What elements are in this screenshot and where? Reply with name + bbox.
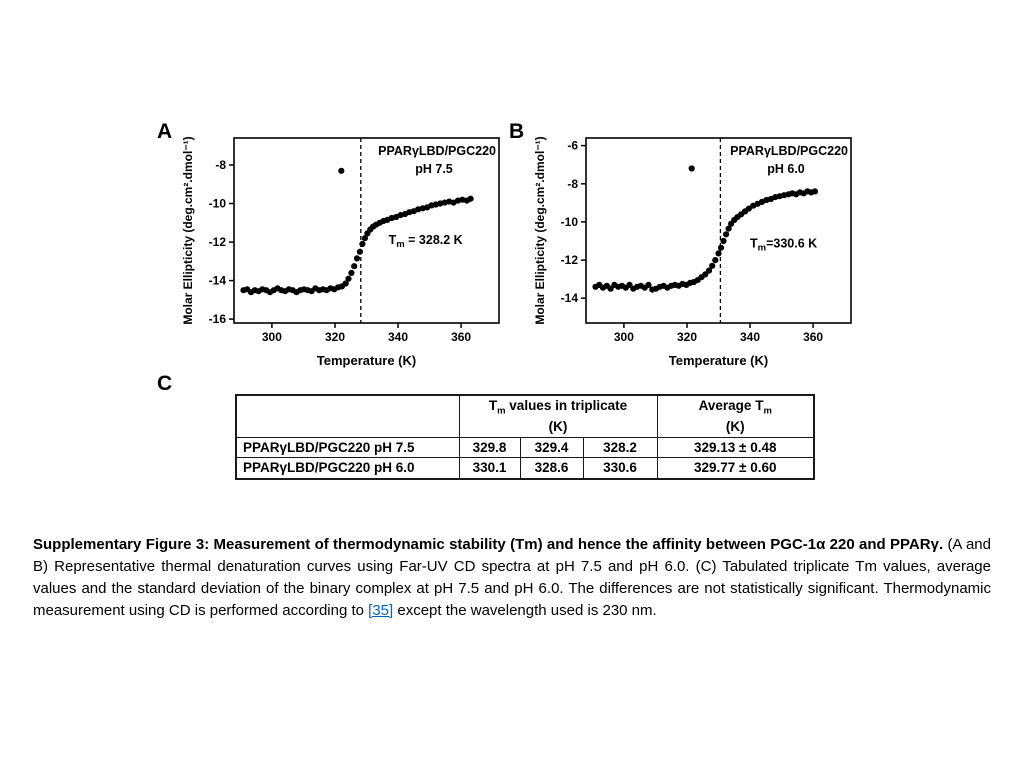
svg-text:Tm = 328.2 K: Tm = 328.2 K <box>389 233 463 250</box>
tm-average-cell: 329.77 ± 0.60 <box>656 457 815 480</box>
svg-text:340: 340 <box>388 330 408 344</box>
svg-text:-10: -10 <box>209 197 227 211</box>
svg-text:PPARγLBD/PGC220: PPARγLBD/PGC220 <box>730 144 848 158</box>
tm-value-cell: 328.6 <box>519 457 584 480</box>
svg-text:-12: -12 <box>561 253 579 267</box>
tm-value-cell: 330.6 <box>582 457 658 480</box>
svg-text:360: 360 <box>451 330 471 344</box>
svg-text:pH 6.0: pH 6.0 <box>767 162 805 176</box>
svg-text:Molar Ellipticity (deg.cm².dmo: Molar Ellipticity (deg.cm².dmol⁻¹) <box>533 136 547 324</box>
svg-text:-8: -8 <box>215 158 226 172</box>
caption-body-1: (A and B) Representative thermal denatur… <box>33 536 991 619</box>
table-header-average-line1: Average Tm <box>698 398 772 417</box>
tm-values-table: Tm values in triplicate (K) Average Tm (… <box>235 394 815 480</box>
table-header-triplicate: Tm values in triplicate (K) <box>458 394 658 438</box>
svg-text:-14: -14 <box>561 291 579 305</box>
table-row-ph-6-0: PPARγLBD/PGC220 pH 6.0 330.1 328.6 330.6… <box>235 457 815 480</box>
tm-value-cell: 329.4 <box>519 436 584 459</box>
table-header-triplicate-unit: (K) <box>548 418 568 434</box>
svg-text:360: 360 <box>803 330 823 344</box>
svg-text:Tm=330.6 K: Tm=330.6 K <box>750 237 817 254</box>
svg-text:-6: -6 <box>567 139 578 153</box>
svg-text:320: 320 <box>325 330 345 344</box>
tm-value-cell: 329.8 <box>458 436 521 459</box>
svg-text:-10: -10 <box>561 215 579 229</box>
svg-text:320: 320 <box>677 330 697 344</box>
table-header-row: Tm values in triplicate (K) Average Tm (… <box>235 394 815 438</box>
panel-label-b: B <box>509 120 525 143</box>
svg-text:pH 7.5: pH 7.5 <box>415 162 453 176</box>
caption-title: Supplementary Figure 3: Measurement of t… <box>33 536 944 553</box>
thermal-denaturation-chart-ph-6-0: 300 320 340 360 -14 -12 -10 -8 -6 PPARγLBD/PGC220… <box>533 136 852 368</box>
svg-text:340: 340 <box>740 330 760 344</box>
svg-text:-8: -8 <box>567 177 578 191</box>
svg-text:300: 300 <box>614 330 634 344</box>
svg-text:-16: -16 <box>209 312 227 326</box>
svg-text:Molar Ellipticity (deg.cm².dmo: Molar Ellipticity (deg.cm².dmol⁻¹) <box>181 136 195 324</box>
reference-link-35[interactable]: [35] <box>368 602 394 619</box>
tm-value-cell: 328.2 <box>582 436 658 459</box>
table-corner-cell <box>235 394 460 438</box>
thermal-denaturation-chart-ph-7-5: 300 320 340 360 -16 -14 -12 -10 -8 PPARγLBD/PGC22… <box>181 136 500 368</box>
svg-text:Temperature (K): Temperature (K) <box>669 353 768 368</box>
row-label-ph-7-5: PPARγLBD/PGC220 pH 7.5 <box>235 436 460 459</box>
row-label-ph-6-0: PPARγLBD/PGC220 pH 6.0 <box>235 457 460 480</box>
table-row-ph-7-5: PPARγLBD/PGC220 pH 7.5 329.8 329.4 328.2… <box>235 436 815 459</box>
svg-text:-14: -14 <box>209 274 227 288</box>
caption-body-2: except the wavelength used is 230 nm. <box>393 602 657 619</box>
svg-text:300: 300 <box>262 330 282 344</box>
table-header-triplicate-line1: Tm values in triplicate <box>488 398 628 417</box>
panel-label-a: A <box>157 120 173 143</box>
svg-text:PPARγLBD/PGC220: PPARγLBD/PGC220 <box>378 144 496 158</box>
svg-text:-12: -12 <box>209 235 227 249</box>
svg-text:Temperature (K): Temperature (K) <box>317 353 416 368</box>
tm-average-cell: 329.13 ± 0.48 <box>656 436 815 459</box>
tm-value-cell: 330.1 <box>458 457 521 480</box>
figure-caption: Supplementary Figure 3: Measurement of t… <box>33 534 991 622</box>
table-header-average-unit: (K) <box>725 418 745 434</box>
panel-label-c: C <box>157 372 173 395</box>
table-header-average: Average Tm (K) <box>656 394 815 438</box>
